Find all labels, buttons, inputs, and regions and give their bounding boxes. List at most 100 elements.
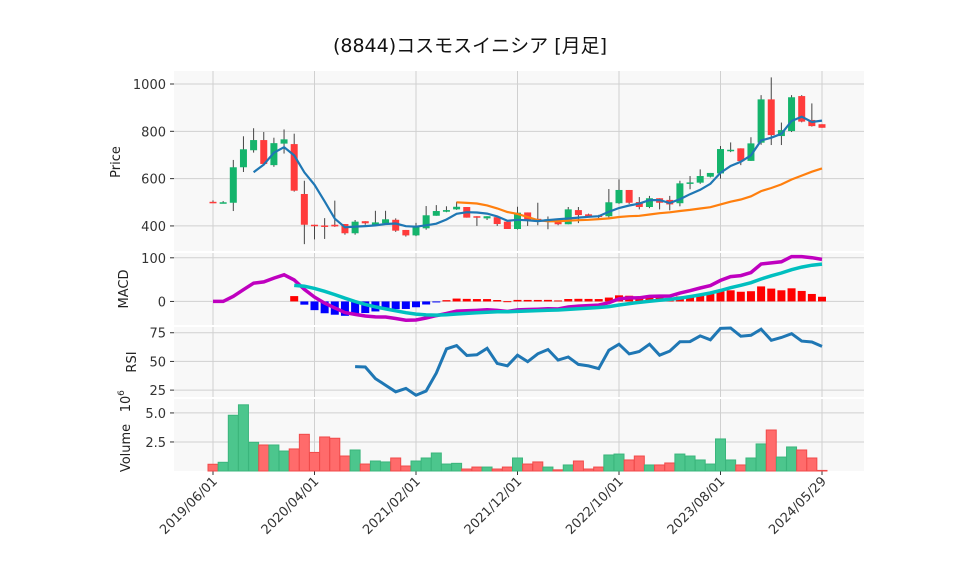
rsi-line [355,326,823,397]
volume-bar [643,464,655,472]
volume-bar [481,466,493,472]
macd-histogram-bar [422,301,431,305]
volume-bar [430,452,442,472]
candle-up [757,99,765,143]
macd-histogram-bar [462,298,471,302]
macd-histogram-bar [736,291,745,302]
candle-down [331,224,339,227]
price-y-tick-label: 800 [141,125,166,140]
volume-bar [227,414,239,472]
macd-histogram-bar [543,299,552,302]
macd-histogram-bar [493,300,502,302]
moving-average-short-line [252,115,823,229]
macd-histogram-bar [686,295,695,302]
x-tick-label: 2021/02/01 [360,474,424,538]
macd-histogram-bar [726,290,735,302]
x-tick-label: 2021/12/01 [462,474,526,538]
macd-histogram-bar [432,301,441,303]
candle-up [371,222,379,225]
macd-histogram-bar [513,299,522,302]
macd-histogram-bar [574,298,583,302]
candle-up [442,210,450,212]
macd-histogram-bar [645,296,654,302]
x-tick-label: 2019/06/01 [157,474,221,538]
volume-bar [349,449,361,472]
volume-bar [471,466,483,472]
volume-bar [288,448,300,472]
volume-bar [319,436,331,472]
macd-histogram-bar [503,301,512,303]
macd-histogram-bar [381,301,390,310]
volume-bar [704,463,716,472]
candle-down [341,224,349,234]
rsi-y-tick-label: 25 [149,384,166,399]
volume-bar [512,457,523,472]
macd-axis-label: MACD [117,270,132,309]
volume-bar [633,455,645,472]
macd-histogram-bar [361,301,370,314]
candle-down [585,214,593,217]
price-y-tick-label: 600 [141,173,166,188]
candle-down [290,144,298,191]
candle-down [311,224,318,227]
volume-bar [765,429,777,472]
macd-histogram-bar [472,299,481,302]
candle-up [788,97,796,132]
volume-bar [715,438,726,472]
macd-histogram-bar [391,301,400,310]
volume-bar [755,443,767,472]
macd-histogram-bar [696,294,705,302]
macd-signal-line [294,262,823,317]
macd-histogram-bar [523,299,532,302]
candle-up [615,189,623,204]
volume-bar [501,466,513,472]
rsi-y-tick-label: 75 [149,327,166,342]
candle-up [453,206,461,210]
volume-bar [268,444,280,472]
macd-histogram-bar [757,286,766,302]
volume-axis-label: Volume [119,424,134,472]
macd-histogram-bar [442,300,451,302]
price-axis-label: Price [109,146,124,178]
volume-bar [248,441,260,472]
macd-histogram-bar [401,301,410,309]
candle-up [239,149,247,168]
macd-y-tick-label: 0 [158,295,166,310]
volume-bar [745,457,757,472]
volume-bar [654,464,666,472]
candle-up [250,140,258,151]
volume-bar [258,444,270,472]
candle-down [361,221,369,224]
volume-bar [623,459,635,472]
volume-y-tick-label: 5.0 [145,407,166,422]
rsi-axis-label: RSI [125,351,140,372]
candle-up [696,176,704,183]
volume-bar [603,454,615,472]
candle-down [300,193,308,225]
candle-down [503,221,511,230]
moving-average-long-line [456,167,823,223]
volume-bar [775,456,787,472]
candle-down [260,140,268,164]
volume-bar [735,464,747,472]
macd-histogram-bar [351,301,360,315]
candle-up [219,202,227,204]
candle-down [574,210,582,216]
volume-bar [664,462,676,472]
candle-down [321,225,329,227]
volume-bar [309,451,320,472]
volume-bar [552,469,564,472]
macd-histogram-bar [412,301,420,308]
macd-histogram-bar [584,298,593,302]
x-tick-label: 2022/10/01 [563,474,627,538]
macd-histogram-bar [320,301,329,314]
volume-bar [694,459,706,472]
volume-bar [207,463,219,472]
volume-bar [380,461,392,472]
macd-histogram-bar [554,300,563,302]
candle-up [747,143,755,161]
candle-down [392,219,400,231]
volume-bar [369,460,381,472]
volume-unit-exponent: 6 [117,390,127,396]
